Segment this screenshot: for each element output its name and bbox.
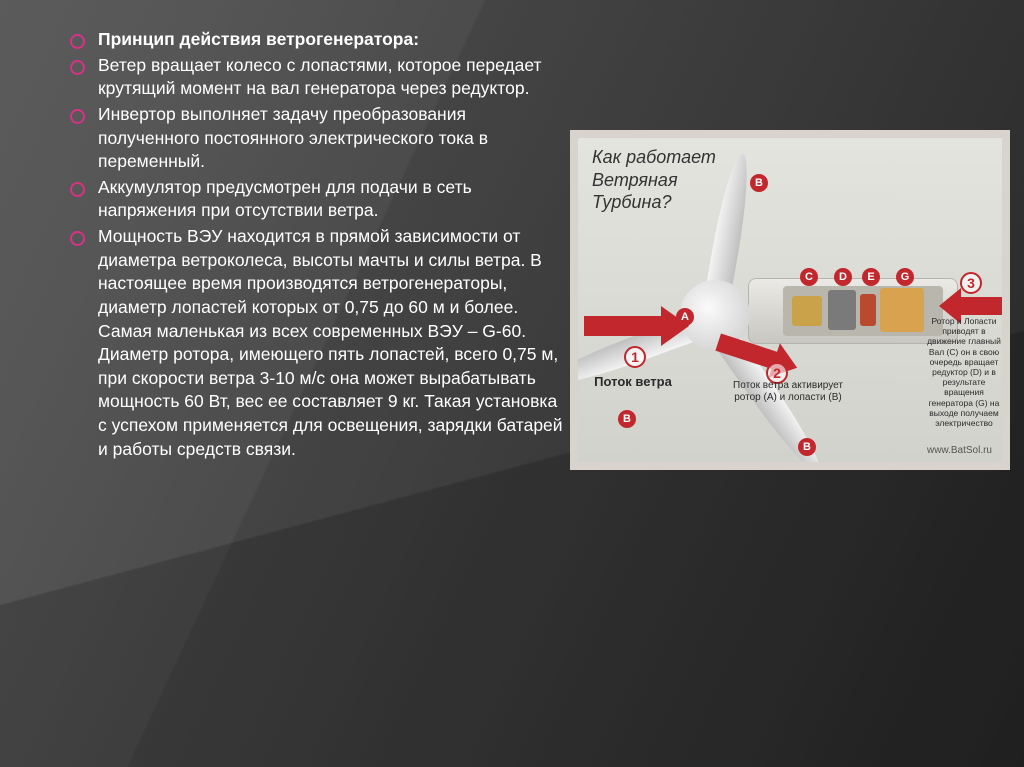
text-content: Принцип действия ветрогенератора: Ветер …	[0, 0, 580, 473]
label-B: B	[798, 438, 816, 456]
turbine-figure: Как работает Ветряная Турбина? 1 2 3 A B…	[570, 130, 1010, 470]
list-item: Инвертор выполняет задачу преобразования…	[70, 103, 570, 174]
list-item: Аккумулятор предусмотрен для подачи в се…	[70, 176, 570, 223]
part-shaft	[792, 296, 822, 326]
part-coupling	[860, 294, 876, 326]
part-gearbox	[828, 290, 856, 330]
figure-canvas: Как работает Ветряная Турбина? 1 2 3 A B…	[578, 138, 1002, 462]
label-E: E	[862, 268, 880, 286]
step-badge-1: 1	[624, 346, 646, 368]
figure-title: Как работает Ветряная Турбина?	[592, 146, 716, 214]
list-title: Принцип действия ветрогенератора:	[70, 28, 570, 52]
label-B: B	[618, 410, 636, 428]
label-C: C	[800, 268, 818, 286]
watermark: www.BatSol.ru	[927, 445, 992, 456]
list-item: Ветер вращает колесо с лопастями, которо…	[70, 54, 570, 101]
bullet-list: Принцип действия ветрогенератора: Ветер …	[70, 28, 570, 461]
caption-wind-flow: Поток ветра	[588, 374, 678, 390]
label-D: D	[834, 268, 852, 286]
caption-step-2: Поток ветра активирует ротор (A) и лопас…	[728, 380, 848, 404]
figure-title-line: Ветряная	[592, 170, 678, 190]
caption-step-3: Ротор и Лопасти приводят в движение глав…	[922, 316, 1002, 428]
part-generator	[880, 288, 924, 332]
figure-title-line: Как работает	[592, 147, 716, 167]
step-badge-3: 3	[960, 272, 982, 294]
label-G: G	[896, 268, 914, 286]
list-item: Мощность ВЭУ находится в прямой зависимо…	[70, 225, 570, 461]
label-B: B	[750, 174, 768, 192]
figure-title-line: Турбина?	[592, 192, 671, 212]
label-A: A	[676, 308, 694, 326]
